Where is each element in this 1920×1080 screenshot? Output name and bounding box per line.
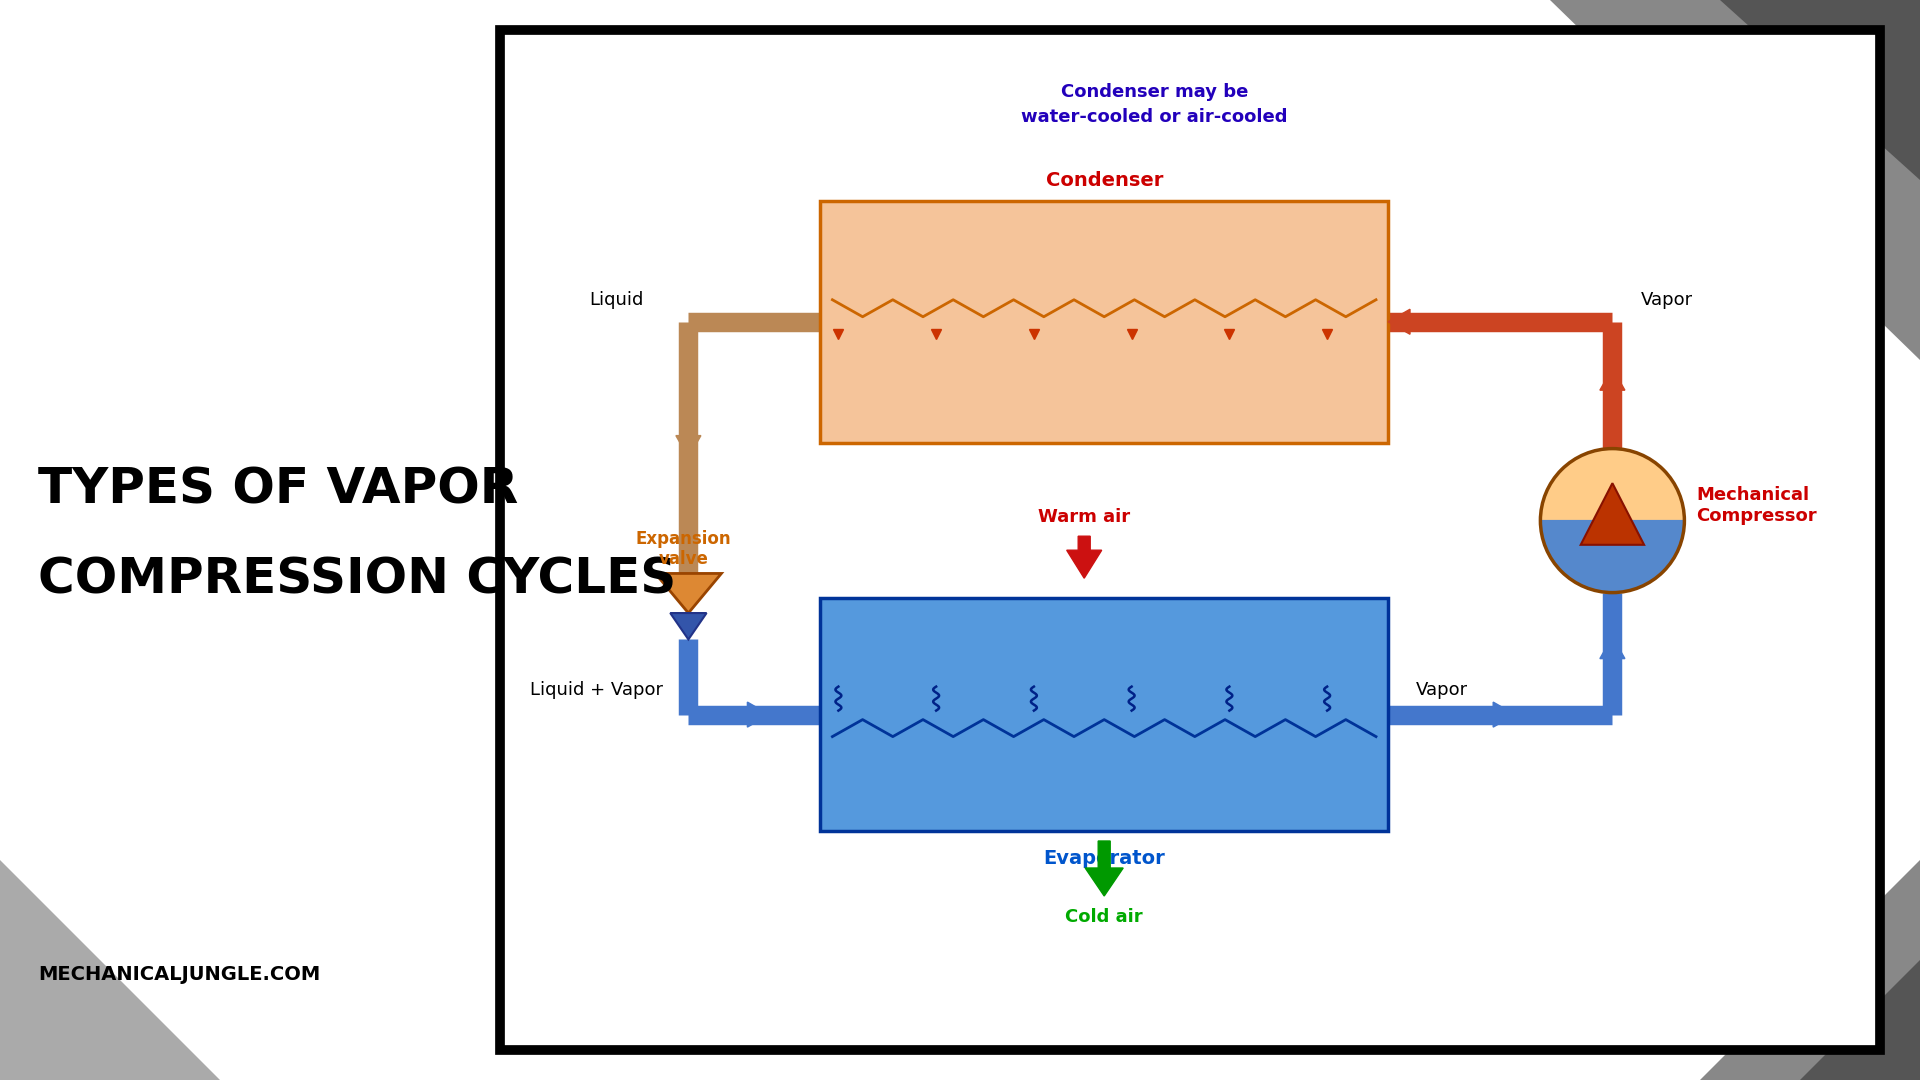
- Text: Cold air: Cold air: [1066, 908, 1142, 926]
- FancyArrow shape: [1388, 309, 1423, 334]
- Text: MECHANICALJUNGLE.COM: MECHANICALJUNGLE.COM: [38, 966, 321, 985]
- FancyArrow shape: [1599, 368, 1624, 403]
- Text: Condenser: Condenser: [1046, 172, 1164, 190]
- Polygon shape: [655, 573, 722, 613]
- Text: Liquid + Vapor: Liquid + Vapor: [530, 680, 664, 699]
- FancyArrow shape: [676, 422, 701, 458]
- Polygon shape: [0, 860, 221, 1080]
- FancyArrow shape: [1599, 636, 1624, 672]
- Text: Evaporator: Evaporator: [1043, 849, 1165, 868]
- FancyArrow shape: [739, 702, 770, 727]
- Text: Warm air: Warm air: [1039, 509, 1131, 526]
- Text: Liquid: Liquid: [589, 291, 643, 309]
- Text: Vapor: Vapor: [1640, 291, 1693, 309]
- Text: Mechanical
Compressor: Mechanical Compressor: [1697, 486, 1816, 525]
- FancyArrow shape: [1085, 841, 1123, 896]
- Polygon shape: [1720, 0, 1920, 180]
- Text: Condenser may be
water-cooled or air-cooled: Condenser may be water-cooled or air-coo…: [1021, 83, 1288, 125]
- FancyBboxPatch shape: [499, 30, 1880, 1050]
- Polygon shape: [670, 613, 707, 639]
- Text: Vapor: Vapor: [1417, 680, 1469, 699]
- FancyArrow shape: [1068, 536, 1102, 578]
- FancyBboxPatch shape: [820, 201, 1388, 443]
- FancyArrow shape: [1486, 702, 1515, 727]
- Text: COMPRESSION CYCLES: COMPRESSION CYCLES: [38, 556, 676, 604]
- Polygon shape: [1540, 521, 1684, 593]
- Polygon shape: [1801, 960, 1920, 1080]
- Text: Expansion
valve: Expansion valve: [636, 529, 732, 568]
- Polygon shape: [1540, 448, 1684, 521]
- FancyBboxPatch shape: [820, 598, 1388, 831]
- Polygon shape: [1549, 0, 1920, 360]
- Text: TYPES OF VAPOR: TYPES OF VAPOR: [38, 465, 518, 514]
- Polygon shape: [1699, 860, 1920, 1080]
- Polygon shape: [1580, 483, 1644, 544]
